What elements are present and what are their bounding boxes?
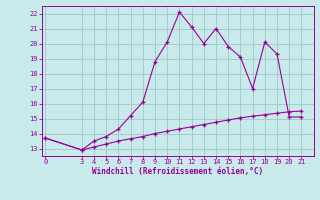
X-axis label: Windchill (Refroidissement éolien,°C): Windchill (Refroidissement éolien,°C)	[92, 167, 263, 176]
